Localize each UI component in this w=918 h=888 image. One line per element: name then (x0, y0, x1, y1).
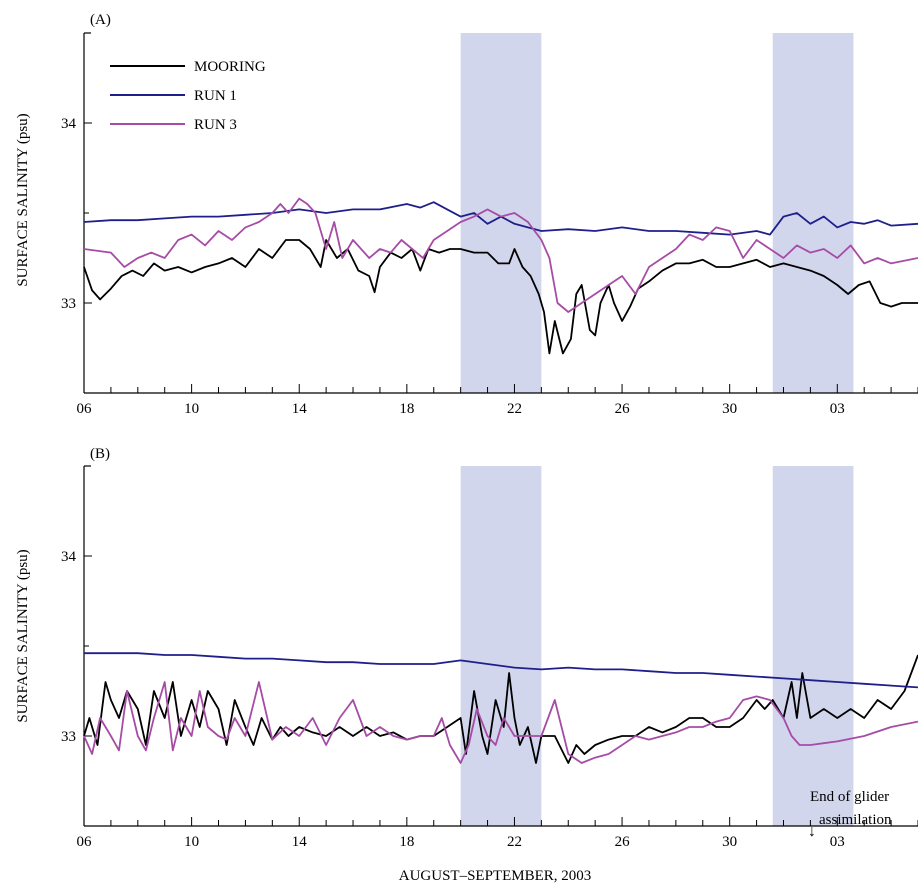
panel-b-x-tick-label: 26 (615, 834, 631, 850)
legend-label-run-1: RUN 1 (194, 88, 237, 104)
panel-b-x-tick-label: 06 (77, 834, 93, 850)
panel-a-y-tick-label: 33 (61, 296, 76, 312)
panel-b-x-tick-label: 03 (830, 834, 845, 850)
panel-b-axes: 06 10 14 18 22 26 30 03 33 34 (61, 465, 918, 850)
panel-a-x-tick-label: 30 (722, 401, 737, 417)
panel-b-y-axis-label: SURFACE SALINITY (psu) (15, 549, 31, 722)
panel-b-x-tick-label: 30 (722, 834, 737, 850)
panel-a-axes: 06 10 14 18 22 26 30 03 33 34 (61, 32, 918, 417)
x-axis-label: AUGUST–SEPTEMBER, 2003 (399, 868, 592, 884)
annotation-text-line-2: assimilation (819, 812, 892, 828)
panel-a-x-tick-label: 03 (830, 401, 845, 417)
panel-a-y-tick-label: 34 (61, 116, 77, 132)
annotation-end-of-glider-assimilation: End of glider assimilation ↓ (808, 789, 892, 840)
panel-a-series-run-3 (83, 197, 918, 313)
panel-a-x-tick-label: 14 (292, 401, 308, 417)
panel-b: 06 10 14 18 22 26 30 03 33 34 (B) SURFACE SALINIT… (15, 446, 918, 850)
legend-label-run-3: RUN 3 (194, 117, 237, 133)
legend: MOORING RUN 1 RUN 3 (110, 59, 266, 133)
panel-b-x-tick-label: 10 (184, 834, 199, 850)
panel-b-y-tick-label: 34 (61, 549, 77, 565)
panel-a: 06 10 14 18 22 26 30 03 33 34 (A) SURFACE SALINIT… (15, 12, 918, 417)
panel-b-shaded-interval-1 (460, 466, 542, 826)
panel-b-shaded-interval-2 (772, 466, 854, 826)
panel-a-shaded-interval-2 (772, 33, 854, 393)
panel-a-series-run-1 (83, 201, 918, 236)
panel-a-y-axis-label: SURFACE SALINITY (psu) (15, 113, 31, 286)
panel-a-x-tick-label: 18 (399, 401, 414, 417)
panel-a-x-tick-label: 06 (77, 401, 93, 417)
panel-b-series-run-1 (84, 652, 918, 689)
panel-b-x-tick-label: 14 (292, 834, 308, 850)
panel-a-x-tick-label: 22 (507, 401, 522, 417)
panel-b-label: (B) (90, 446, 110, 462)
panel-b-x-tick-label: 18 (399, 834, 414, 850)
legend-label-mooring: MOORING (194, 59, 266, 75)
panel-b-y-tick-label: 33 (61, 729, 76, 745)
panel-b-series-run-3 (83, 681, 918, 764)
annotation-arrow: ↓ (808, 823, 816, 840)
annotation-text-line-1: End of glider (810, 789, 889, 805)
panel-b-x-tick-label: 22 (507, 834, 522, 850)
panel-a-x-tick-label: 10 (184, 401, 199, 417)
panel-a-label: (A) (90, 12, 111, 28)
panel-a-series-mooring (83, 239, 918, 355)
panel-a-x-tick-label: 26 (615, 401, 631, 417)
